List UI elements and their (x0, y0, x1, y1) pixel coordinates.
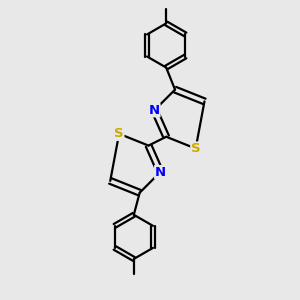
Text: S: S (191, 142, 200, 155)
Text: N: N (155, 166, 166, 178)
Text: S: S (114, 127, 124, 140)
Text: N: N (149, 104, 160, 117)
